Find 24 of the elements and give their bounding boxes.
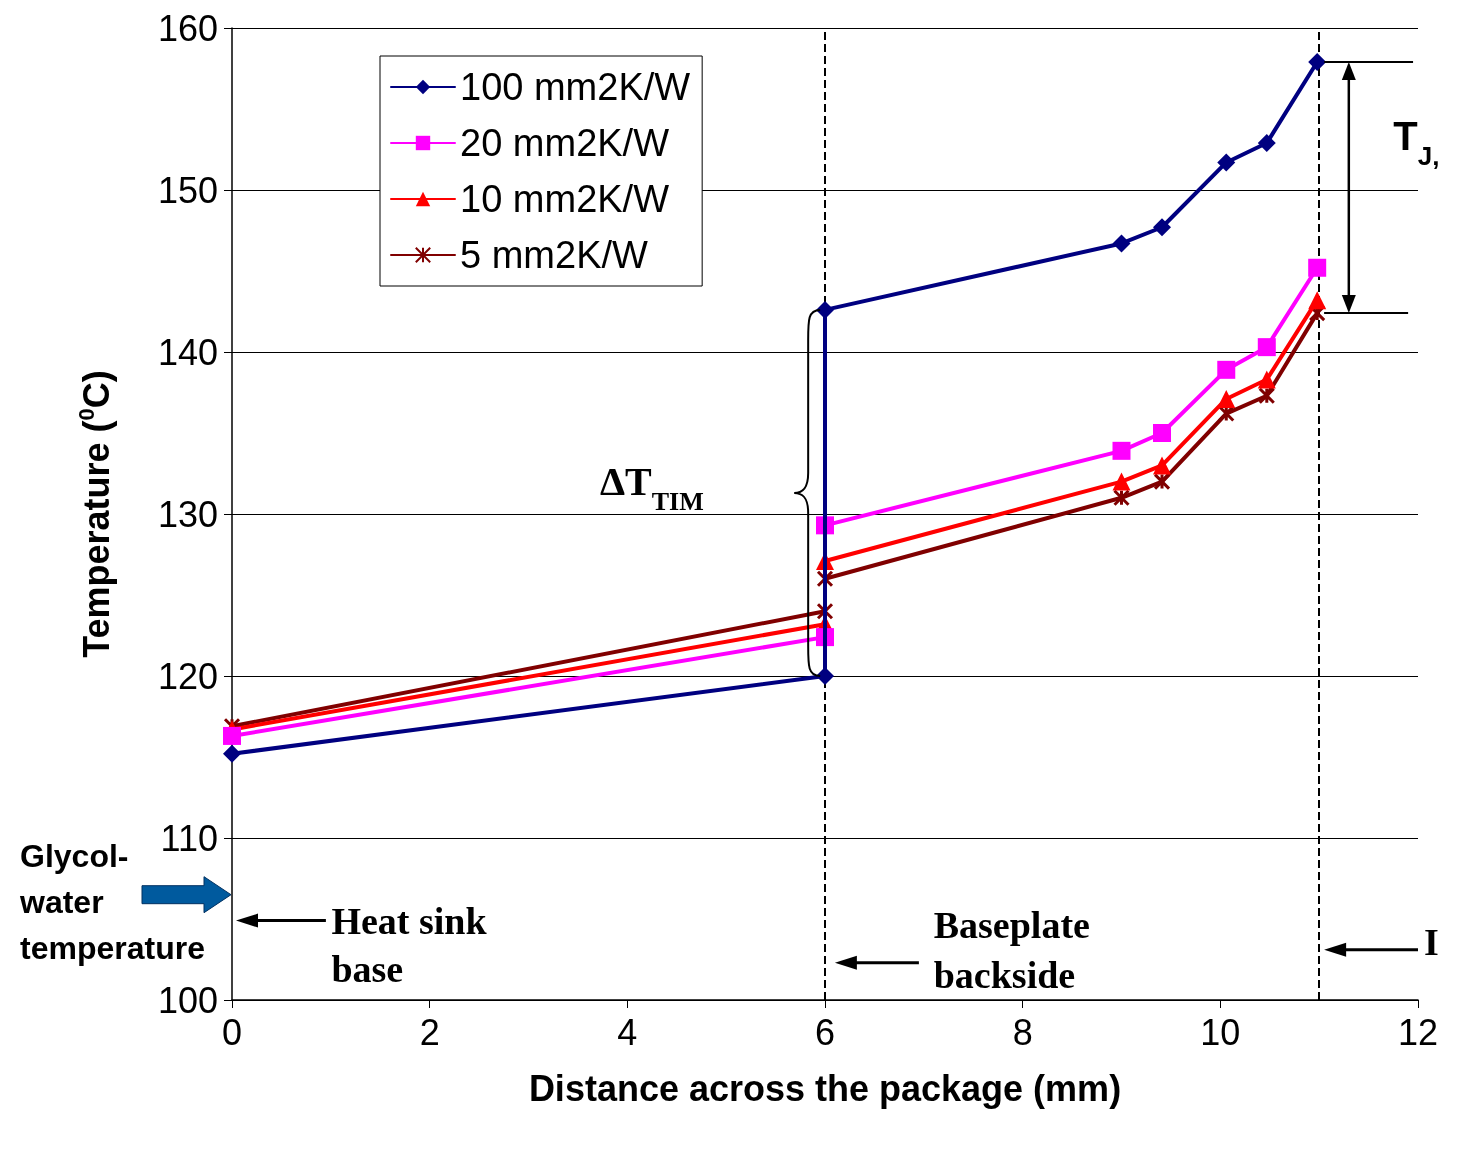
annotation: ΔT$_{TIM}$ xyxy=(600,459,704,516)
y-tick-label: 120 xyxy=(157,655,218,697)
x-axis-title: Distance across the package (mm) xyxy=(528,1067,1122,1109)
legend-label: 100 mm2K/W xyxy=(460,66,691,108)
x-tick-label: 12 xyxy=(1397,1011,1439,1053)
annotation: T$_{J,}$ xyxy=(1393,113,1440,171)
x-tick-label: 0 xyxy=(221,1011,243,1053)
legend-label: 10 mm2K/W xyxy=(460,178,670,220)
x-tick-label: 10 xyxy=(1200,1011,1241,1053)
annotation: Heat sink base xyxy=(331,899,488,990)
y-tick-label: 140 xyxy=(157,331,218,373)
y-tick-label: 150 xyxy=(157,169,218,211)
x-tick-label: 8 xyxy=(1012,1011,1033,1053)
x-tick-label: 6 xyxy=(814,1011,836,1053)
text: I xyxy=(1424,920,1439,963)
y-tick-label: 100 xyxy=(157,979,218,1021)
legend-label: 5 mm2K/W xyxy=(460,234,649,276)
y-tick-label: 160 xyxy=(157,7,218,49)
x-tick-label: 4 xyxy=(617,1011,638,1053)
annotation: Baseplate backside xyxy=(933,904,1090,997)
y-axis-title: Temperature (0C) xyxy=(73,370,117,658)
x-tick-label: 2 xyxy=(419,1011,440,1053)
legend-label: 20 mm2K/W xyxy=(460,122,670,164)
y-tick-label: 130 xyxy=(157,493,218,535)
